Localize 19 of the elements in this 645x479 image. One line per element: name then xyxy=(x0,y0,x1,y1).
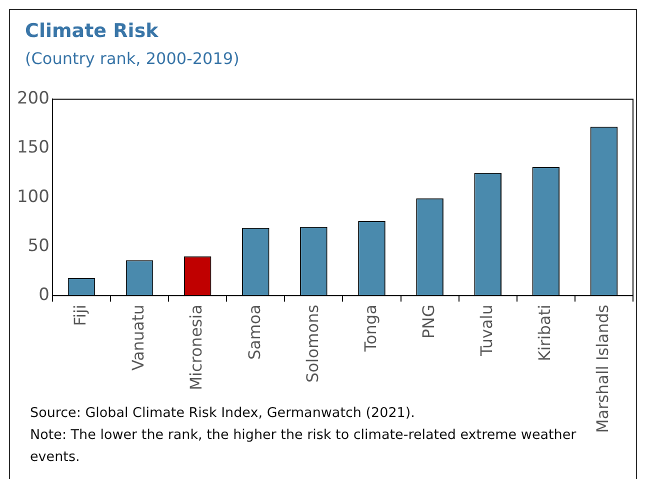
x-tick-label: Solomons xyxy=(302,304,322,383)
source-note: Source: Global Climate Risk Index, Germanwatch (2021). xyxy=(30,404,416,423)
x-tick-label: PNG xyxy=(418,304,438,339)
chart-title: Climate Risk xyxy=(25,20,158,42)
chart-subtitle: (Country rank, 2000-2019) xyxy=(25,49,240,68)
x-tick-label: Vanuatu xyxy=(128,304,148,371)
y-tick-label: 100 xyxy=(16,186,50,207)
y-tick-label: 0 xyxy=(38,285,50,306)
y-tick-label: 150 xyxy=(16,138,50,158)
x-tick-label: Marshall Islands xyxy=(593,304,612,434)
text: Note: The lower the rank, the higher the risk to climate-related extreme weather events. xyxy=(30,426,578,467)
y-tick-label: 200 xyxy=(16,88,50,109)
y-tick-label: 50 xyxy=(28,236,50,256)
x-tick-label: Fiji xyxy=(70,304,90,326)
x-tick-label: Tonga xyxy=(360,304,380,353)
x-tick-label: Kiribati xyxy=(535,304,554,362)
x-tick-label: Micronesia xyxy=(186,304,206,390)
x-tick-label: Samoa xyxy=(244,304,264,360)
x-tick-label: Tuvalu xyxy=(477,304,496,357)
